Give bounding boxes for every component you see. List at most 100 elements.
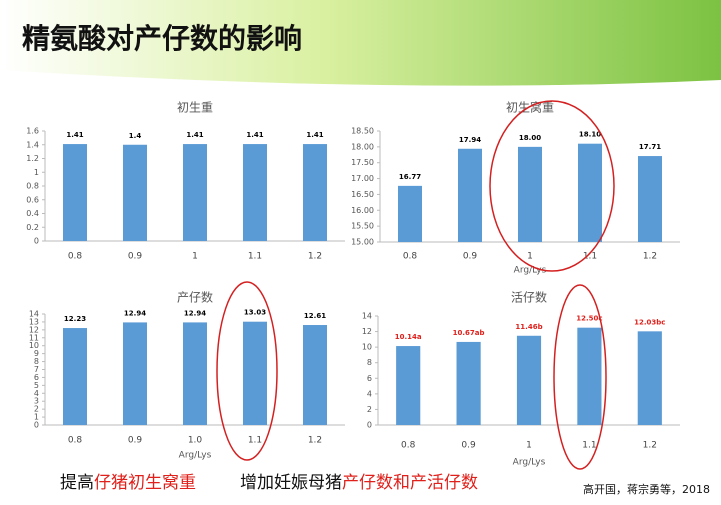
value-label: 12.94 xyxy=(124,309,146,317)
y-tick-label: 0.8 xyxy=(26,182,39,191)
bar xyxy=(123,322,147,425)
y-tick-label: 1 xyxy=(34,413,39,422)
y-tick-label: 1.4 xyxy=(26,140,39,149)
y-tick-label: 6 xyxy=(34,373,39,382)
value-label: 1.41 xyxy=(306,131,323,139)
footer-text: 增加妊娠母猪 xyxy=(240,473,342,493)
x-axis-label: Arg/Lys xyxy=(513,458,546,468)
y-tick-label: 2 xyxy=(367,405,372,414)
bar xyxy=(518,146,542,242)
x-tick-label: 1.2 xyxy=(643,441,657,451)
x-tick-label: 1.1 xyxy=(583,252,597,262)
x-tick-label: 1.1 xyxy=(582,441,596,451)
y-tick-label: 14 xyxy=(362,312,372,321)
bar xyxy=(456,341,481,425)
x-tick-label: 0.9 xyxy=(461,441,476,451)
footer-text: 提高 xyxy=(60,473,94,493)
value-label: 1.41 xyxy=(246,131,263,139)
bar xyxy=(638,156,662,242)
y-tick-label: 2 xyxy=(34,405,39,414)
value-label: 17.94 xyxy=(459,136,481,144)
chart-title: 初生重 xyxy=(177,101,213,115)
highlight xyxy=(553,284,607,470)
y-tick-label: 16.00 xyxy=(351,206,374,215)
y-tick-label: 12 xyxy=(362,327,372,336)
bar xyxy=(398,185,422,242)
bar xyxy=(578,143,602,242)
y-tick-label: 3 xyxy=(34,397,39,406)
bar xyxy=(303,144,327,241)
y-tick-label: 0 xyxy=(34,421,39,430)
y-tick-label: 5 xyxy=(34,381,39,390)
x-tick-label: 1.2 xyxy=(308,436,322,446)
x-tick-label: 0.8 xyxy=(68,436,83,446)
value-label: 12.50c xyxy=(576,315,602,323)
y-tick-label: 17.50 xyxy=(351,158,374,167)
value-label: 16.77 xyxy=(399,173,421,181)
y-tick-label: 0.6 xyxy=(26,195,39,204)
bar xyxy=(123,144,147,241)
bar xyxy=(577,327,602,425)
bar xyxy=(516,335,542,425)
x-tick-label: 1 xyxy=(527,252,533,262)
y-tick-label: 13 xyxy=(29,317,39,326)
y-tick-label: 4 xyxy=(367,389,372,398)
y-tick-label: 18.50 xyxy=(351,127,374,136)
bar xyxy=(303,325,327,425)
bar xyxy=(243,321,267,425)
y-tick-label: 9 xyxy=(34,349,39,358)
bar xyxy=(458,148,482,242)
bar xyxy=(183,144,207,241)
footer-highlight: 仔猪初生窝重 xyxy=(94,473,196,493)
bar xyxy=(63,328,87,425)
y-tick-label: 12 xyxy=(29,325,39,334)
chart-title: 活仔数 xyxy=(511,290,547,305)
value-label: 17.71 xyxy=(639,143,661,151)
y-tick-label: 7 xyxy=(34,365,39,374)
y-tick-label: 11 xyxy=(29,333,39,342)
citation: 高开国，蒋宗勇等，2018 xyxy=(583,482,710,496)
y-tick-label: 8 xyxy=(367,358,372,367)
y-tick-label: 6 xyxy=(367,374,372,383)
slide-title: 精氨酸对产仔数的影响 xyxy=(22,22,302,55)
bar xyxy=(637,331,662,425)
x-tick-label: 1.2 xyxy=(308,252,322,262)
x-tick-label: 1.1 xyxy=(248,436,262,446)
value-label: 1.41 xyxy=(186,131,203,139)
y-tick-label: 4 xyxy=(34,389,39,398)
value-label: 12.94 xyxy=(184,309,206,317)
x-tick-label: 1.2 xyxy=(643,252,657,262)
x-tick-label: 0.9 xyxy=(128,252,143,262)
footer-highlight: 产仔数和产活仔数 xyxy=(342,473,478,493)
x-tick-label: 0.9 xyxy=(463,252,478,262)
footer-left: 提高仔猪初生窝重 xyxy=(60,473,196,493)
y-tick-label: 1.6 xyxy=(26,127,39,136)
value-label: 10.67ab xyxy=(453,329,485,337)
bar xyxy=(396,346,421,425)
y-tick-label: 1 xyxy=(34,168,39,177)
y-tick-label: 15.00 xyxy=(351,238,374,247)
y-tick-label: 16.50 xyxy=(351,190,374,199)
x-tick-label: 0.8 xyxy=(68,252,83,262)
x-tick-label: 1 xyxy=(526,441,532,451)
x-tick-label: 0.9 xyxy=(128,436,143,446)
highlight xyxy=(216,281,278,461)
value-label: 1.41 xyxy=(66,131,83,139)
y-tick-label: 8 xyxy=(34,357,39,366)
x-tick-label: 1.1 xyxy=(248,252,262,262)
value-label: 13.03 xyxy=(244,309,266,317)
value-label: 18.00 xyxy=(519,134,541,142)
bar xyxy=(183,322,207,425)
y-tick-label: 14 xyxy=(29,310,39,319)
x-tick-label: 1 xyxy=(192,252,198,262)
y-tick-label: 0 xyxy=(367,421,372,430)
x-tick-label: 0.8 xyxy=(403,252,418,262)
bar xyxy=(243,144,267,241)
header-band xyxy=(0,0,721,86)
value-label: 11.46b xyxy=(515,323,542,331)
value-label: 18.10 xyxy=(579,131,601,139)
y-tick-label: 0.2 xyxy=(26,223,39,232)
y-tick-label: 10 xyxy=(362,343,372,352)
highlight xyxy=(489,100,615,272)
